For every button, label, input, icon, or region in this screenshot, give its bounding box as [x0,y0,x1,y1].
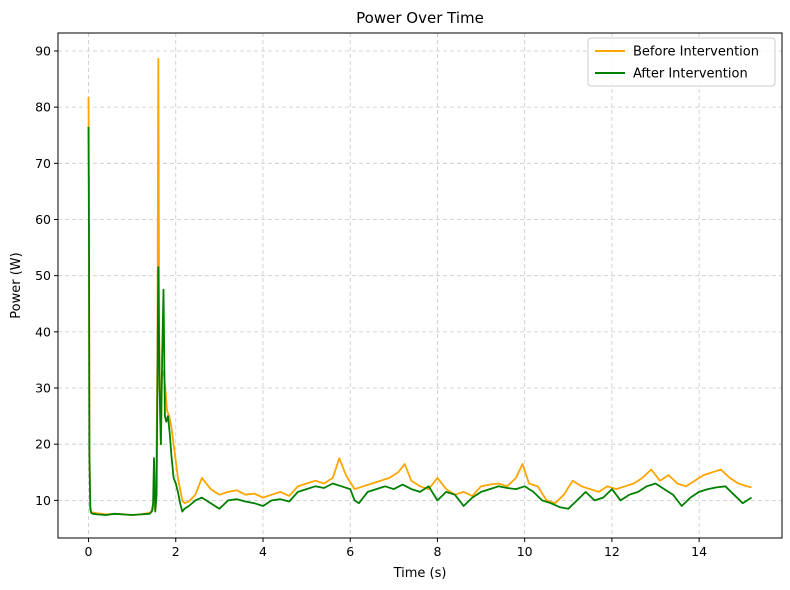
series-line-0 [87,57,752,516]
x-tick-label: 8 [433,544,441,559]
y-tick-label: 40 [35,324,51,339]
x-axis-title: Time (s) [393,566,447,581]
y-tick-label: 30 [35,381,51,396]
y-tick-label: 80 [35,100,51,115]
y-tick-label: 20 [35,437,51,452]
x-tick-label: 12 [604,544,620,559]
y-tick-label: 60 [35,212,51,227]
x-tick-label: 10 [517,544,533,559]
legend-label-before: Before Intervention [633,45,759,60]
series-line-1 [87,126,752,516]
y-tick-label: 50 [35,268,51,283]
x-tick-label: 2 [172,544,180,559]
legend-box [587,37,776,87]
chart-title: Power Over Time [356,9,484,27]
series-lines [87,57,752,516]
y-tick-label: 10 [35,493,51,508]
x-tick-label: 6 [346,544,354,559]
x-tick-label: 4 [259,544,267,559]
x-tick-label: 0 [85,544,93,559]
legend-label-after: After Intervention [633,67,748,82]
x-axis-ticks: 0 2 4 6 8 10 12 14 [85,538,707,559]
x-tick-label: 14 [691,544,707,559]
y-axis-title: Power (W) [9,252,24,318]
y-tick-label: 70 [35,156,51,171]
legend: Before Intervention After Intervention [587,37,776,87]
y-tick-label: 90 [35,43,51,58]
plot-area-frame [57,32,783,539]
y-axis-ticks: 10 20 30 40 50 60 70 80 90 [35,43,58,508]
